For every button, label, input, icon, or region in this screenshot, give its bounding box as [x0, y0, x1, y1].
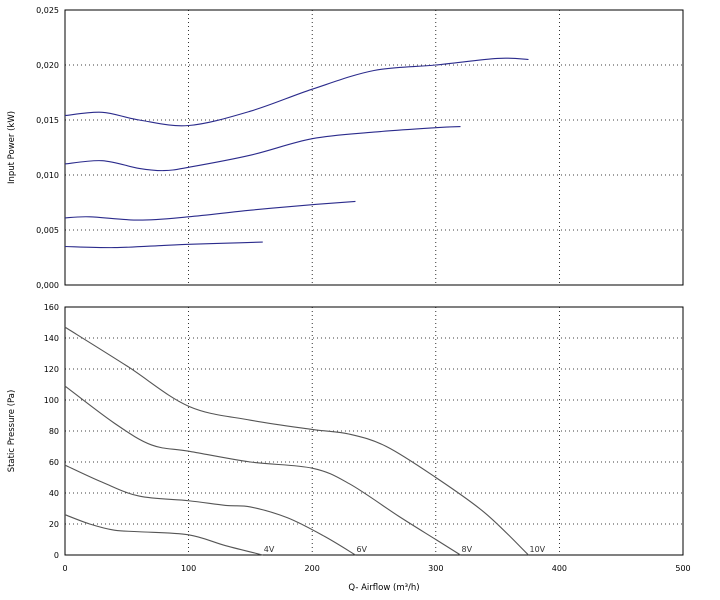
power-y-tick-label: 0,010 — [36, 171, 59, 180]
pressure-x-tick-label: 100 — [181, 564, 196, 573]
pressure-y-tick-label: 80 — [49, 427, 59, 436]
pressure-x-tick-label: 300 — [428, 564, 443, 573]
pressure-x-tick-label: 0 — [62, 564, 67, 573]
pressure-series-label-10v: 10V — [530, 545, 546, 554]
pressure-series-line-8v — [64, 385, 461, 556]
pressure-series-line-10v — [64, 326, 529, 556]
power-series-line-4 — [64, 241, 263, 249]
power-y-tick-label: 0,005 — [36, 226, 59, 235]
power-series-line-1 — [64, 57, 529, 127]
pressure-y-tick-label: 120 — [44, 365, 59, 374]
pressure-y-tick-label: 140 — [44, 334, 59, 343]
pressure-x-tick-label: 400 — [552, 564, 567, 573]
pressure-y-axis-title: Static Pressure (Pa) — [7, 390, 17, 473]
power-y-tick-label: 0,020 — [36, 61, 59, 70]
pressure-series-label-6v: 6V — [356, 545, 367, 554]
power-plot-frame — [64, 9, 684, 286]
power-series-line-3 — [64, 200, 356, 221]
power-y-tick-label: 0,025 — [36, 6, 59, 15]
pressure-y-tick-label: 40 — [49, 489, 59, 498]
pressure-y-tick-label: 160 — [44, 303, 59, 312]
pressure-y-tick-label: 0 — [54, 551, 59, 560]
pressure-x-tick-label: 200 — [305, 564, 320, 573]
pressure-x-tick-label: 500 — [675, 564, 690, 573]
pressure-series-label-4v: 4V — [264, 545, 275, 554]
pressure-series-label-8v: 8V — [462, 545, 473, 554]
pressure-series-line-4v — [64, 514, 263, 556]
pressure-y-tick-label: 20 — [49, 520, 59, 529]
pressure-y-tick-label: 100 — [44, 396, 59, 405]
power-series-line-2 — [64, 126, 461, 172]
power-y-tick-label: 0,000 — [36, 281, 59, 290]
pressure-y-tick-label: 60 — [49, 458, 59, 467]
power-y-tick-label: 0,015 — [36, 116, 59, 125]
power-y-axis-title: Input Power (kW) — [7, 111, 17, 184]
pressure-x-axis-title: Q- Airflow (m³/h) — [348, 583, 419, 593]
pressure-series-line-6v — [64, 464, 356, 556]
